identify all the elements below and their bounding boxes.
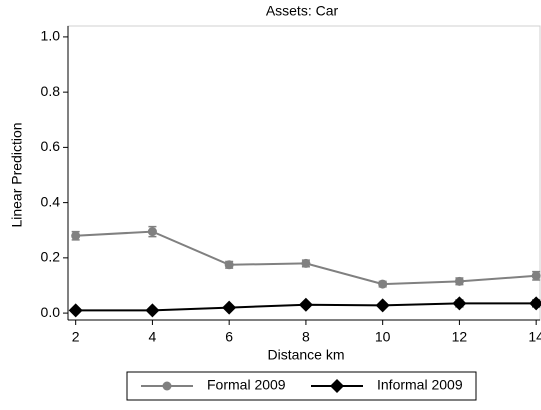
x-tick-label: 12 — [452, 329, 468, 345]
data-point — [145, 303, 160, 318]
data-point — [71, 231, 81, 241]
y-tick-label: 0.8 — [41, 83, 61, 99]
data-point — [68, 303, 83, 318]
data-point — [224, 260, 234, 270]
x-tick-label: 6 — [225, 329, 233, 345]
legend-marker — [162, 381, 172, 391]
y-tick-label: 0.0 — [41, 304, 61, 320]
data-point — [378, 279, 388, 289]
data-point — [529, 296, 541, 311]
y-axis-label: Linear Prediction — [9, 122, 25, 227]
data-point — [531, 271, 541, 281]
data-point — [147, 227, 157, 237]
data-point — [301, 258, 311, 268]
y-tick-label: 0.6 — [41, 138, 61, 154]
x-tick-label: 4 — [149, 329, 157, 345]
data-point — [298, 297, 313, 312]
x-tick-label: 2 — [72, 329, 80, 345]
x-tick-label: 14 — [528, 329, 541, 345]
y-tick-label: 0.2 — [41, 249, 61, 265]
legend-label: Formal 2009 — [207, 377, 286, 393]
x-tick-label: 10 — [375, 329, 391, 345]
chart-title: Assets: Car — [266, 3, 339, 19]
y-tick-label: 0.4 — [41, 193, 61, 209]
legend-marker — [330, 379, 344, 393]
x-tick-label: 8 — [302, 329, 310, 345]
y-tick-label: 1.0 — [41, 28, 61, 44]
legend-label: Informal 2009 — [377, 377, 463, 393]
data-point — [375, 298, 390, 313]
x-axis-label: Distance km — [267, 347, 344, 363]
data-point — [452, 296, 467, 311]
data-point — [222, 300, 237, 315]
data-point — [454, 276, 464, 286]
